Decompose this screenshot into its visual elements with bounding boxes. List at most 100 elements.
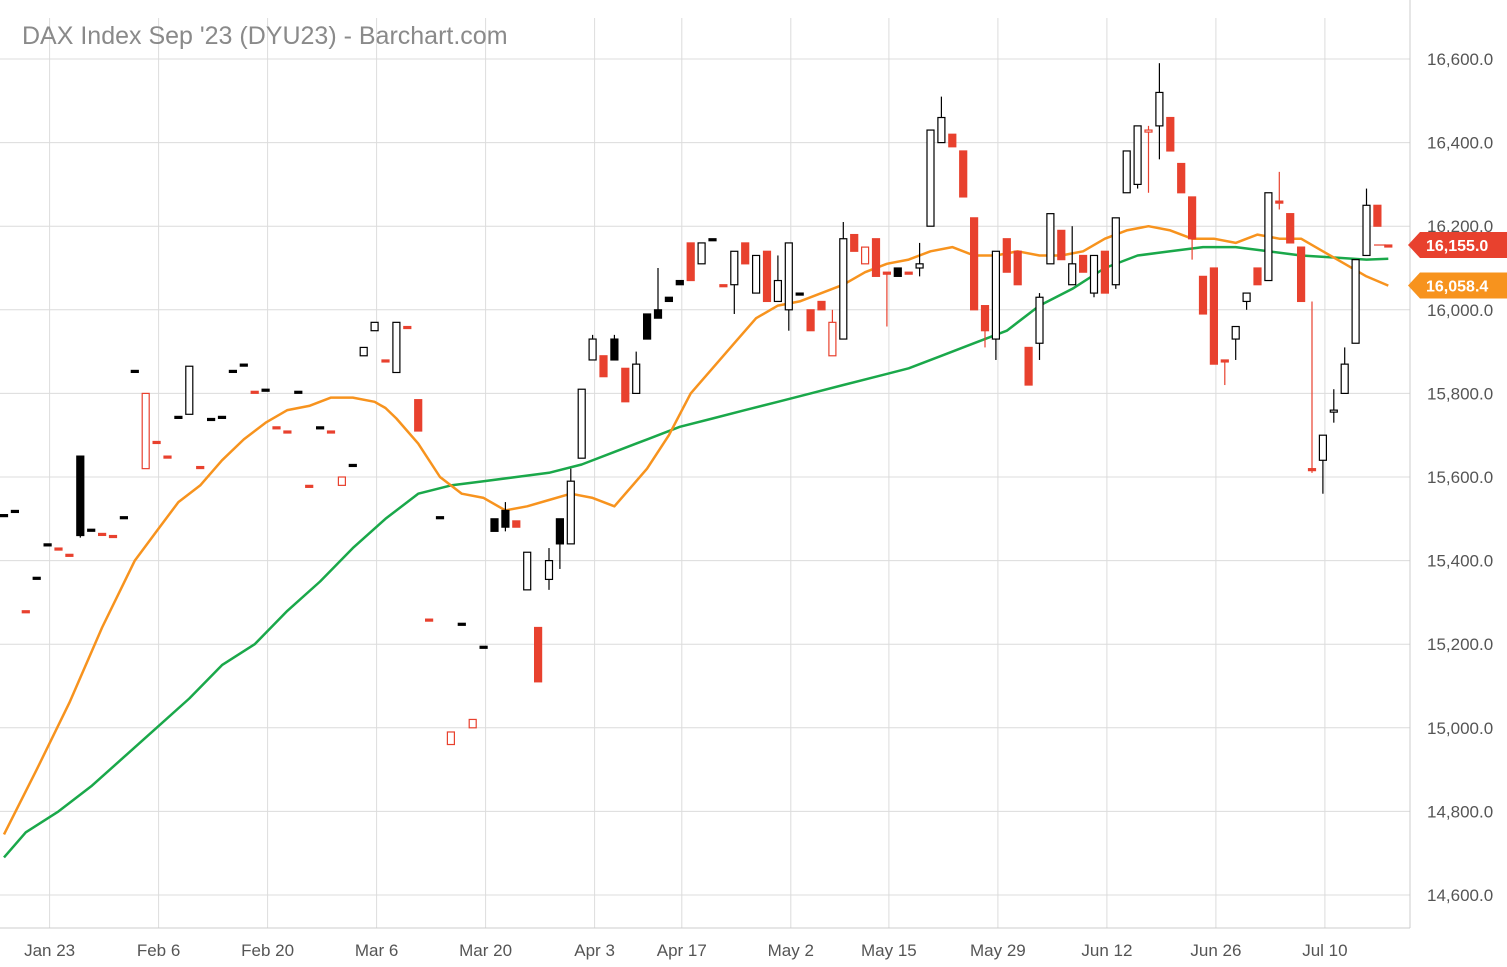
candle [1177,162,1186,194]
candle-body [54,547,63,551]
candle [675,279,684,286]
candle-body [741,242,750,265]
candle-body [1122,150,1131,194]
candle-body [217,415,227,419]
candle [1002,238,1011,273]
candle [337,476,346,486]
candle [446,731,455,746]
candle [1078,254,1088,273]
candle [1307,301,1317,473]
candle [860,246,870,265]
candle [697,242,706,265]
x-tick-label: Jul 10 [1302,941,1347,960]
candle-body [392,321,401,374]
candle-body [1384,244,1393,248]
candle-body [1307,468,1317,472]
candle [1187,196,1197,260]
candle-body [828,321,837,357]
candle [730,250,739,314]
candle [97,532,107,537]
candle [1013,250,1022,286]
candle-body [1111,217,1120,286]
candle-body [806,309,815,332]
candle [762,250,772,303]
candle [566,468,575,545]
candle [959,150,968,198]
candle-body [1340,363,1349,395]
last-price-tag-label: 16,155.0 [1426,238,1488,255]
ma-fast-tag-label: 16,058.4 [1426,279,1488,296]
candle-body [457,622,466,626]
candle-body [1318,434,1328,461]
candle [1253,267,1262,286]
candle-body [425,618,434,622]
candle-body [1220,359,1229,363]
chart-title: DAX Index Sep '23 (DYU23) - Barchart.com [22,22,508,50]
candle [969,217,979,311]
candle [653,268,663,319]
candle [828,309,837,357]
candle [1046,213,1055,265]
candle-body [381,359,390,363]
candle [381,359,390,363]
candle [1089,254,1099,298]
candle-body [523,551,532,591]
candle-body [87,528,96,532]
candle-body [1144,129,1153,133]
candle-body [1166,116,1175,152]
candle [326,430,336,434]
candle-body [228,369,237,374]
candle-body [1035,296,1044,344]
candle-body [893,267,902,277]
candle-body [163,455,172,459]
y-tick-label: 16,000.0 [1427,301,1493,320]
candle [479,645,488,649]
candle-body [174,415,183,419]
candle [512,520,521,528]
candle [1198,275,1208,315]
x-tick-label: Jun 26 [1190,941,1241,960]
candle [795,292,804,296]
candle-body [664,296,674,303]
candle [610,334,619,361]
candle-body [250,390,259,394]
candle-body [348,463,357,468]
candle [348,463,357,468]
candle [1068,226,1077,286]
candle-body [1057,229,1066,261]
candle [871,238,881,277]
candle-body [566,480,575,545]
x-tick-label: Feb 20 [241,941,294,960]
candle [555,518,565,569]
candle [43,543,52,547]
candle [0,514,9,518]
candle [294,390,303,394]
candle-body [1133,125,1142,185]
candle-body [533,626,543,683]
candle-body [1046,213,1055,265]
candle-body [1013,250,1022,286]
candle [1144,125,1153,193]
candle-body [817,300,826,311]
y-tick-label: 16,200.0 [1427,217,1493,236]
candle [893,267,902,277]
candle [130,369,139,374]
candle-body [435,516,445,520]
candle-body [882,271,892,275]
x-tick-label: Jun 12 [1081,941,1132,960]
candle-body [239,363,248,367]
candle [621,367,630,403]
candle-body [468,718,477,729]
candle [54,547,63,551]
candle [457,622,466,626]
candle [850,233,859,252]
candle [1384,244,1393,248]
candle [239,363,248,367]
candle [174,415,183,419]
candle [544,548,554,590]
candle [948,133,957,148]
candle-body [544,559,554,581]
candle [1111,217,1120,289]
candle [991,250,1001,360]
